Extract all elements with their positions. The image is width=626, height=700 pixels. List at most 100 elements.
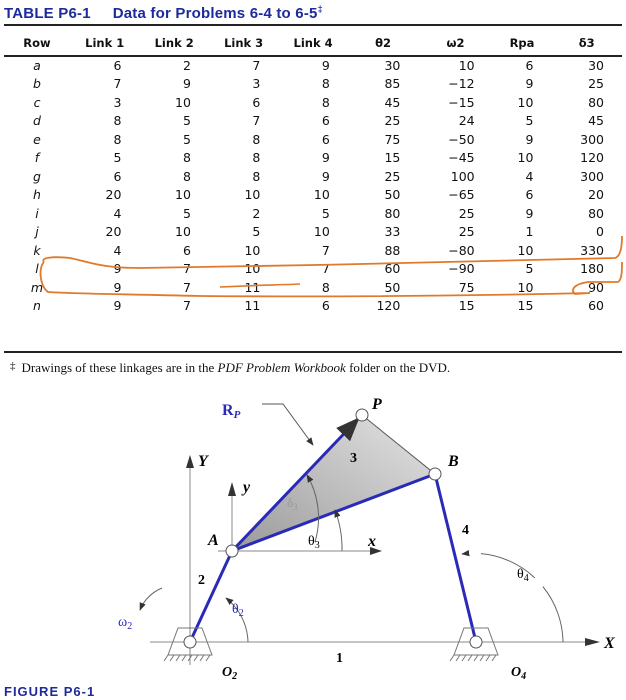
theta3-arc <box>334 509 343 552</box>
omega2-arrow <box>139 587 163 611</box>
table-cell: −45 <box>448 150 475 166</box>
table-row: i 4 5 2 5 80 25 9 80 <box>4 204 622 223</box>
table-cell: 9 <box>525 205 534 221</box>
label-link-4: 4 <box>462 523 469 538</box>
table-cell: 330 <box>580 242 604 258</box>
table-cell: 45 <box>588 113 604 129</box>
table-cell: 6 <box>113 57 122 73</box>
point-p <box>355 408 369 422</box>
table-cell: 60 <box>384 261 401 277</box>
table-cell: 9 <box>113 261 122 277</box>
table-cell: −90 <box>448 261 475 277</box>
row-label: n <box>33 298 41 314</box>
label-p: P <box>371 396 382 413</box>
table-cell: 9 <box>113 298 122 314</box>
table-cell: 50 <box>384 279 401 295</box>
table-cell: 7 <box>252 57 261 73</box>
label-global-x: X <box>603 635 615 652</box>
rp-leader-arrow <box>262 403 314 446</box>
table-row: n 9 7 11 6 120 15 15 60 <box>4 297 622 316</box>
table-cell: 8 <box>113 131 122 147</box>
col-header-rpa: Rpa <box>509 36 535 50</box>
table-row: j 20 10 5 10 33 25 1 0 <box>4 223 622 242</box>
table-cell: 10 <box>313 224 330 240</box>
table-cell: 8 <box>321 279 330 295</box>
table-cell: 10 <box>517 242 534 258</box>
data-table: Row Link 1 Link 2 Link 3 Link 4 θ2 ω2 Rp… <box>4 30 622 315</box>
label-global-y: Y <box>198 453 209 470</box>
table-cell: 5 <box>252 224 261 240</box>
table-number: TABLE P6-1 <box>4 5 91 22</box>
header-rule <box>4 55 622 57</box>
col-header-theta2: θ2 <box>375 36 392 50</box>
table-cell: 50 <box>384 187 401 203</box>
table-cell: 2 <box>252 205 261 221</box>
table-cell: 90 <box>588 279 604 295</box>
table-cell: 80 <box>384 205 401 221</box>
table-cell: 10 <box>458 57 475 73</box>
joint-b <box>428 467 442 481</box>
table-cell: 8 <box>182 168 191 184</box>
table-cell: 10 <box>244 187 261 203</box>
row-label: f <box>34 150 40 166</box>
table-cell: 6 <box>252 94 261 110</box>
table-cell: 6 <box>321 298 330 314</box>
col-header-link2: Link 2 <box>154 36 194 50</box>
rp-vector <box>230 417 360 553</box>
table-cell: 30 <box>384 57 401 73</box>
table-cell: 30 <box>588 57 604 73</box>
table-row: g 6 8 8 9 25 100 4 300 <box>4 167 622 186</box>
table-cell: 5 <box>182 131 191 147</box>
coupler-link-3 <box>231 414 436 552</box>
table-cell: 25 <box>384 168 401 184</box>
table-cell: 25 <box>458 205 475 221</box>
table-caption: Data for Problems 6-4 to 6-5 <box>112 5 318 22</box>
label-link-3: 3 <box>350 451 357 466</box>
table-title: TABLE P6-1 Data for Problems 6-4 to 6-5‡ <box>4 4 323 22</box>
row-label: b <box>33 76 41 92</box>
table-cell: 24 <box>458 113 475 129</box>
table-row: b 7 9 3 8 85 −12 9 25 <box>4 75 622 94</box>
table-cell: 6 <box>525 57 534 73</box>
table-row: c 3 10 6 8 45 −15 10 80 <box>4 93 622 112</box>
table-cell: 8 <box>252 168 261 184</box>
label-theta4: θ4 <box>517 567 529 584</box>
table-cell: 45 <box>384 94 401 110</box>
table-cell: 3 <box>252 76 261 92</box>
row-label: l <box>35 261 39 277</box>
table-cell: 10 <box>175 187 191 203</box>
row-label: m <box>30 279 44 295</box>
table-cell: 4 <box>525 168 534 184</box>
label-rp: RP <box>222 402 241 421</box>
table-cell: 5 <box>182 205 191 221</box>
label-link-1: 1 <box>336 651 343 666</box>
table-cell: 9 <box>321 150 330 166</box>
theta2-arc <box>225 597 249 643</box>
row-label: j <box>35 224 39 240</box>
label-theta2: θ2 <box>232 602 244 619</box>
table-cell: 5 <box>321 205 330 221</box>
col-header-delta3: δ3 <box>578 36 595 50</box>
table-cell: 7 <box>321 261 330 277</box>
coupler-line-ab <box>231 472 436 553</box>
col-header-link1: Link 1 <box>85 36 125 50</box>
label-link-2: 2 <box>198 573 205 588</box>
table-cell: 85 <box>384 76 401 92</box>
table-cell: 15 <box>517 298 534 314</box>
table-cell: 100 <box>450 168 475 184</box>
col-header-omega2: ω2 <box>446 36 465 50</box>
table-cell: 4 <box>113 205 122 221</box>
table-cell: 20 <box>105 187 122 203</box>
table-cell: 80 <box>588 94 604 110</box>
table-cell: 9 <box>321 168 330 184</box>
col-header-link3: Link 3 <box>224 36 264 50</box>
table-cell: 6 <box>321 131 330 147</box>
table-cell: 3 <box>113 94 122 110</box>
table-cell: 8 <box>321 76 330 92</box>
row-label: e <box>33 131 41 147</box>
table-cell: 4 <box>113 242 122 258</box>
table-cell: −80 <box>448 242 475 258</box>
delta3-arc <box>306 474 319 543</box>
table-cell: −12 <box>448 76 475 92</box>
footnote-workbook-name: PDF Problem Workbook <box>217 360 346 375</box>
